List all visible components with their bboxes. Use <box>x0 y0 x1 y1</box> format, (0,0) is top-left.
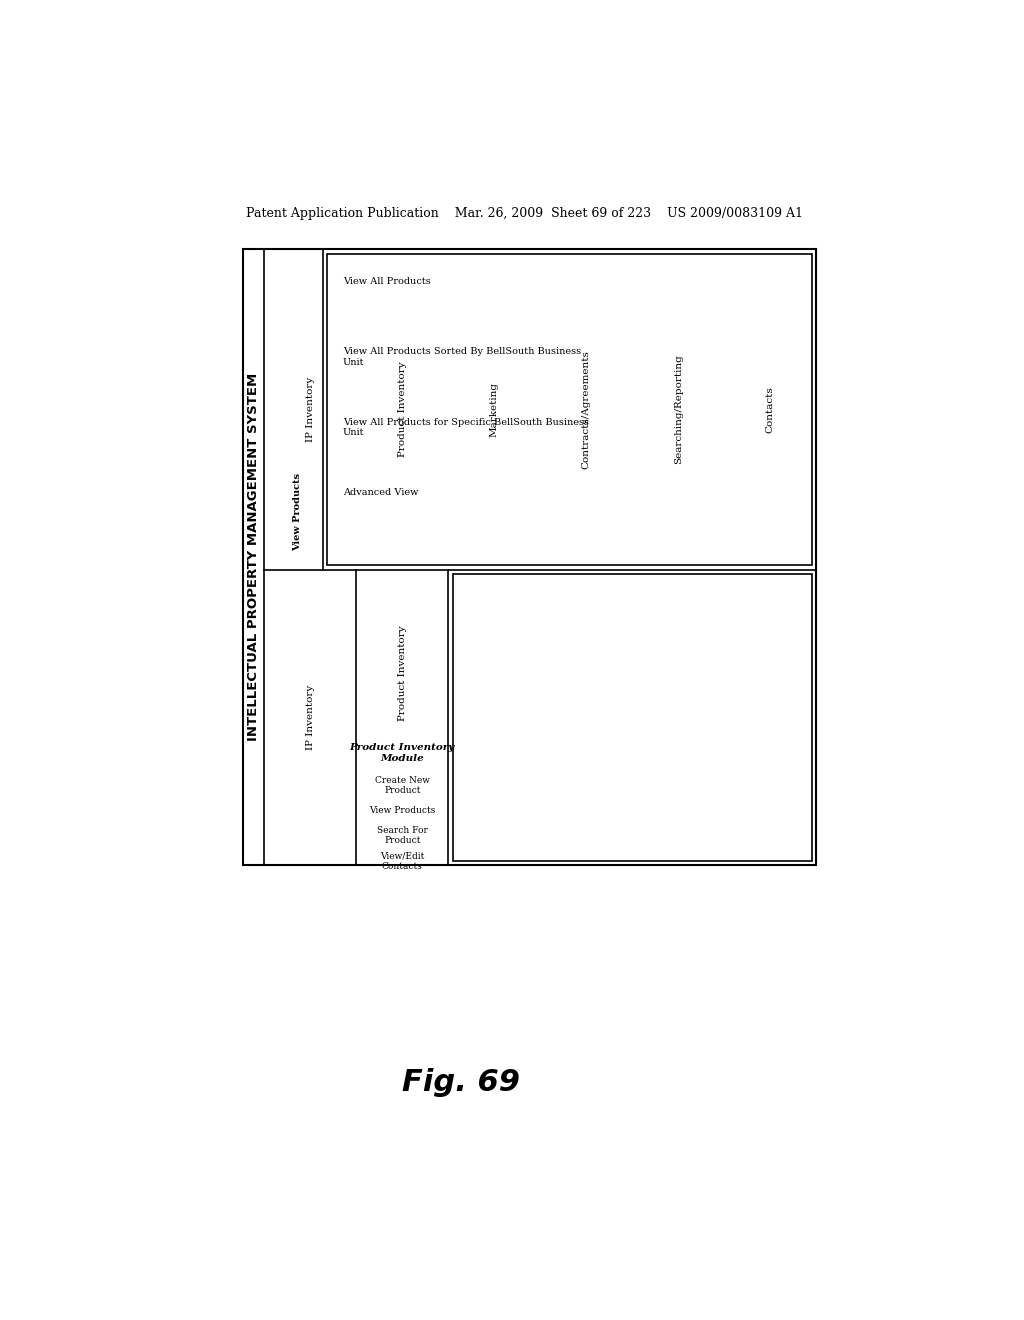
Text: View All Products Sorted By BellSouth Business
Unit: View All Products Sorted By BellSouth Bu… <box>343 347 581 367</box>
Text: Create New
Product: Create New Product <box>375 776 430 795</box>
Bar <box>243 249 816 866</box>
Text: View/Edit
Contacts: View/Edit Contacts <box>380 851 425 870</box>
Text: Product Inventory: Product Inventory <box>398 362 407 457</box>
Text: IP Inventory: IP Inventory <box>306 685 315 750</box>
Text: Search For
Product: Search For Product <box>377 826 428 845</box>
Bar <box>453 574 812 861</box>
Text: View Products: View Products <box>370 807 435 814</box>
Text: Advanced View: Advanced View <box>343 488 418 498</box>
Text: View All Products for Specific BellSouth Business
Unit: View All Products for Specific BellSouth… <box>343 418 589 437</box>
Text: Contacts: Contacts <box>766 385 775 433</box>
Text: View All Products: View All Products <box>343 277 430 286</box>
Text: Searching/Reporting: Searching/Reporting <box>674 355 683 465</box>
Bar <box>328 253 812 565</box>
Text: INTELLECTUAL PROPERTY MANAGEMENT SYSTEM: INTELLECTUAL PROPERTY MANAGEMENT SYSTEM <box>247 374 260 742</box>
Text: Patent Application Publication    Mar. 26, 2009  Sheet 69 of 223    US 2009/0083: Patent Application Publication Mar. 26, … <box>247 207 803 220</box>
Text: Product Inventory
Module: Product Inventory Module <box>350 743 455 763</box>
Text: Contracts/Agreements: Contracts/Agreements <box>582 350 591 469</box>
Text: Product Inventory: Product Inventory <box>398 626 407 721</box>
Text: IP Inventory: IP Inventory <box>306 376 315 442</box>
Text: View Products: View Products <box>293 473 302 550</box>
Text: Fig. 69: Fig. 69 <box>402 1068 520 1097</box>
Text: Marketing: Marketing <box>489 381 499 437</box>
